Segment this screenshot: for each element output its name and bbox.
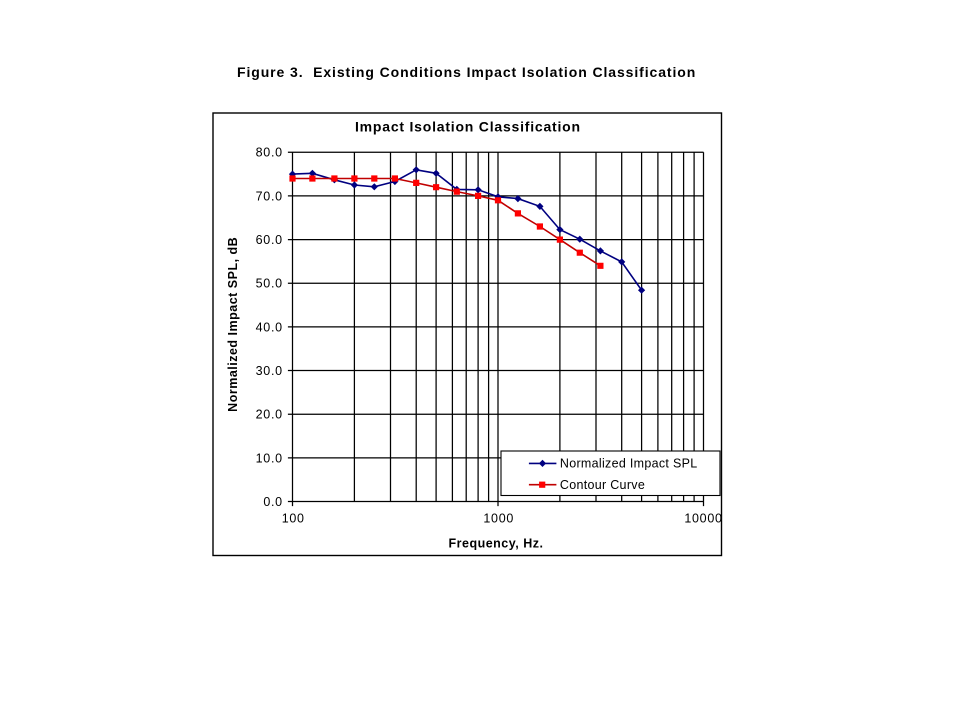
svg-text:10.0: 10.0: [256, 451, 283, 465]
svg-text:40.0: 40.0: [256, 320, 283, 334]
svg-text:100: 100: [282, 512, 305, 526]
svg-text:Figure 3. Existing Conditions: Figure 3. Existing Conditions Impact Iso…: [237, 64, 696, 80]
svg-text:0.0: 0.0: [263, 495, 282, 509]
svg-text:50.0: 50.0: [256, 277, 283, 291]
svg-text:70.0: 70.0: [256, 189, 283, 203]
svg-text:1000: 1000: [483, 512, 514, 526]
svg-text:Impact Isolation Classificatio: Impact Isolation Classification: [355, 119, 581, 135]
svg-text:20.0: 20.0: [256, 408, 283, 422]
svg-text:Normalized Impact SPL, dB: Normalized Impact SPL, dB: [226, 237, 240, 412]
svg-text:30.0: 30.0: [256, 364, 283, 378]
svg-text:80.0: 80.0: [256, 146, 283, 160]
svg-text:Contour Curve: Contour Curve: [560, 478, 645, 492]
svg-text:60.0: 60.0: [256, 233, 283, 247]
svg-text:Frequency, Hz.: Frequency, Hz.: [449, 536, 544, 550]
svg-text:Normalized Impact SPL: Normalized Impact SPL: [560, 457, 698, 471]
svg-text:10000: 10000: [684, 512, 722, 526]
